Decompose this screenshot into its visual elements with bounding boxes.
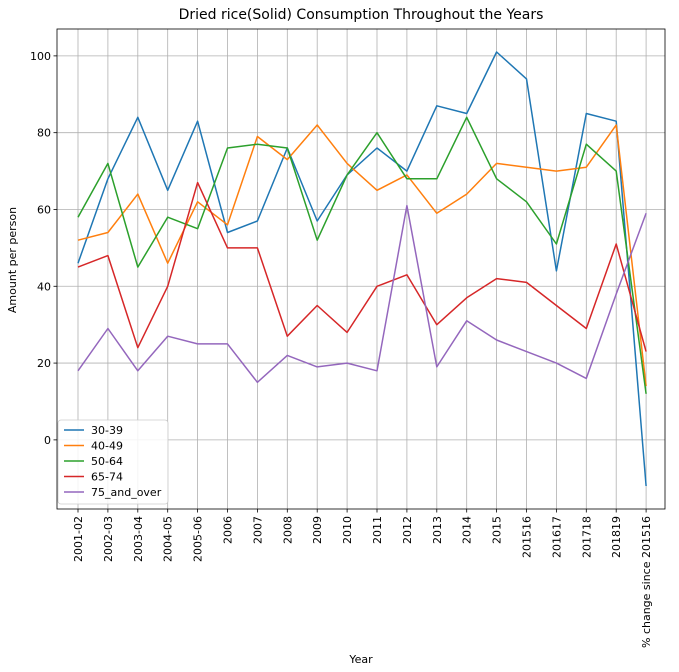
legend-label: 65-74 bbox=[91, 471, 123, 484]
axes-frame bbox=[56, 28, 666, 510]
x-axis-label: Year bbox=[348, 653, 373, 666]
x-tick-label: 2007 bbox=[251, 516, 264, 544]
legend-label: 40-49 bbox=[91, 440, 123, 453]
y-tick-label: 60 bbox=[37, 203, 51, 216]
y-tick-label: 80 bbox=[37, 127, 51, 140]
legend-label: 75_and_over bbox=[91, 486, 162, 499]
y-tick-label: 20 bbox=[37, 357, 51, 370]
x-tick-label: 2005-06 bbox=[192, 516, 205, 562]
x-tick-label: % change since 201516 bbox=[640, 516, 653, 648]
x-tick-label: 2015 bbox=[491, 516, 504, 544]
chart-title: Dried rice(Solid) Consumption Throughout… bbox=[179, 7, 544, 23]
series-line-30-39 bbox=[77, 51, 647, 487]
series-line-65-74 bbox=[77, 181, 647, 352]
y-tick-label: 0 bbox=[44, 434, 51, 447]
y-tick-label: 40 bbox=[37, 280, 51, 293]
series-line-40-49 bbox=[77, 124, 647, 387]
x-tick-label: 2004-05 bbox=[162, 516, 175, 562]
x-tick-label: 201617 bbox=[550, 516, 563, 558]
x-tick-label: 2009 bbox=[311, 516, 324, 544]
legend-label: 30-39 bbox=[91, 424, 123, 437]
x-tick-label: 201516 bbox=[521, 516, 534, 558]
legend-label: 50-64 bbox=[91, 455, 123, 468]
legend-item: 75_and_over bbox=[64, 486, 162, 499]
x-tick-label: 2012 bbox=[401, 516, 414, 544]
legend-box bbox=[57, 419, 169, 505]
legend-item: 40-49 bbox=[64, 440, 123, 453]
series-line-75_and_over bbox=[77, 204, 647, 384]
x-tick-label: 2002-03 bbox=[102, 516, 115, 562]
series-line-50-64 bbox=[77, 116, 647, 394]
x-tick-label: 2003-04 bbox=[132, 516, 145, 562]
legend-item: 50-64 bbox=[64, 455, 123, 468]
x-tick-label: 2008 bbox=[281, 516, 294, 544]
x-tick-label: 2014 bbox=[461, 516, 474, 544]
x-tick-label: 2011 bbox=[371, 516, 384, 544]
legend-item: 30-39 bbox=[64, 424, 123, 437]
x-tick-label: 2006 bbox=[222, 516, 235, 544]
legend: 30-39 40-49 50-64 65-74 75_and_over bbox=[57, 419, 169, 505]
legend-item: 65-74 bbox=[64, 471, 123, 484]
x-tick-label: 201718 bbox=[580, 516, 593, 558]
y-tick-label: 100 bbox=[30, 50, 51, 63]
y-axis-label: Amount per person bbox=[6, 207, 19, 313]
x-tick-label: 2001-02 bbox=[72, 516, 85, 562]
plot-area: 0 20 40 60 80 100 2001-02 2002-03 2003-04 2004-05… bbox=[30, 28, 666, 648]
x-tick-label: 2013 bbox=[431, 516, 444, 544]
x-tick-label: 201819 bbox=[610, 516, 623, 558]
x-tick-label: 2010 bbox=[341, 516, 354, 544]
